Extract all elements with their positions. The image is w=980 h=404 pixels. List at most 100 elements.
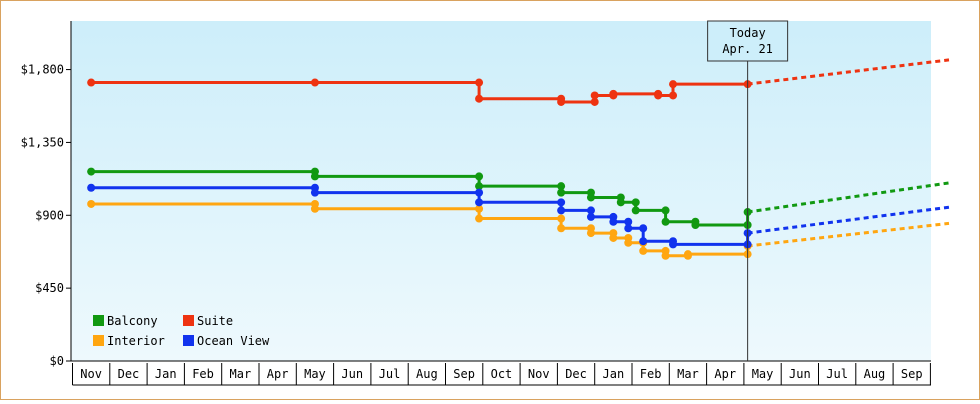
x-tick-label: Sep (453, 367, 475, 381)
x-tick-label: Feb (192, 367, 214, 381)
data-point (310, 172, 319, 181)
forecast-line (747, 181, 950, 214)
data-point (639, 246, 648, 255)
x-tick-label: Dec (118, 367, 140, 381)
data-point (631, 206, 640, 215)
x-tick-label: Mar (230, 367, 252, 381)
today-box (707, 20, 789, 62)
data-point (557, 188, 566, 197)
data-point (475, 214, 484, 223)
data-point (557, 214, 566, 223)
data-point (639, 237, 648, 246)
data-point (691, 221, 700, 229)
x-tick-label: Mar (677, 367, 699, 381)
x-tick-label: Nov (528, 367, 550, 381)
data-point (669, 240, 678, 249)
legend-swatch (183, 315, 194, 326)
x-tick-label: May (304, 367, 326, 381)
data-point (631, 198, 640, 207)
x-tick-label: Aug (864, 367, 886, 381)
y-tick-label: $900 (35, 208, 64, 222)
data-point (557, 97, 566, 106)
y-tick-label: $0 (50, 354, 64, 368)
data-point (586, 193, 595, 202)
x-tick-label: Jan (603, 367, 625, 381)
x-tick-label: Apr (267, 367, 289, 381)
x-tick-label: Jul (379, 367, 401, 381)
data-point (661, 251, 670, 260)
x-tick-label: Sep (901, 367, 923, 381)
x-tick-label: Nov (80, 367, 102, 381)
data-point (586, 229, 595, 238)
data-point (87, 199, 96, 208)
plot-background (71, 21, 931, 361)
data-point (557, 198, 566, 207)
data-point (475, 78, 484, 87)
legend-swatch (93, 315, 104, 326)
data-point (586, 206, 595, 215)
x-tick-label: Apr (714, 367, 736, 381)
forecast-line (747, 221, 950, 248)
data-point (87, 183, 96, 192)
series-interior (87, 199, 950, 260)
data-point (669, 91, 678, 100)
today-label: Today (730, 26, 766, 40)
data-point (475, 188, 484, 197)
data-point (310, 188, 319, 197)
data-point (616, 198, 625, 207)
data-point (586, 212, 595, 221)
series-suite (87, 58, 950, 106)
legend-swatch (93, 335, 104, 346)
data-point (609, 89, 618, 98)
data-point (475, 204, 484, 213)
x-tick-label: Feb (640, 367, 662, 381)
data-point (624, 238, 633, 247)
today-date: Apr. 21 (722, 42, 773, 56)
y-tick-label: $450 (35, 281, 64, 295)
data-point (87, 78, 96, 87)
data-point (590, 91, 599, 100)
series-balcony (87, 167, 950, 229)
data-point (624, 217, 633, 226)
data-point (669, 80, 678, 89)
data-point (639, 224, 648, 233)
data-point (475, 172, 484, 181)
data-point (609, 217, 618, 226)
data-point (683, 250, 692, 259)
forecast-line (747, 205, 950, 235)
data-point (609, 233, 618, 242)
data-point (475, 94, 484, 103)
series-ocean-view (87, 183, 950, 249)
legend-label: Balcony (107, 314, 158, 328)
data-point (310, 78, 319, 87)
x-tick-label: Jul (826, 367, 848, 381)
data-point (87, 167, 96, 176)
data-point (590, 97, 599, 106)
legend-swatch (183, 335, 194, 346)
forecast-line (747, 58, 950, 86)
data-point (557, 224, 566, 233)
data-point (654, 91, 663, 100)
x-tick-label: May (752, 367, 774, 381)
legend-label: Interior (107, 334, 165, 348)
y-tick-label: $1,350 (21, 135, 64, 149)
legend-label: Suite (197, 314, 233, 328)
x-tick-label: Dec (565, 367, 587, 381)
data-point (475, 182, 484, 191)
legend-label: Ocean View (197, 334, 270, 348)
data-point (661, 206, 670, 215)
data-point (557, 206, 566, 215)
x-tick-label: Jun (789, 367, 811, 381)
x-tick-label: Aug (416, 367, 438, 381)
x-tick-label: Jan (155, 367, 177, 381)
data-point (624, 224, 633, 233)
x-tick-label: Jun (341, 367, 363, 381)
data-point (661, 217, 670, 226)
data-point (475, 198, 484, 207)
data-point (557, 182, 566, 191)
y-tick-label: $1,800 (21, 63, 64, 77)
data-point (310, 204, 319, 213)
x-tick-label: Oct (491, 367, 513, 381)
